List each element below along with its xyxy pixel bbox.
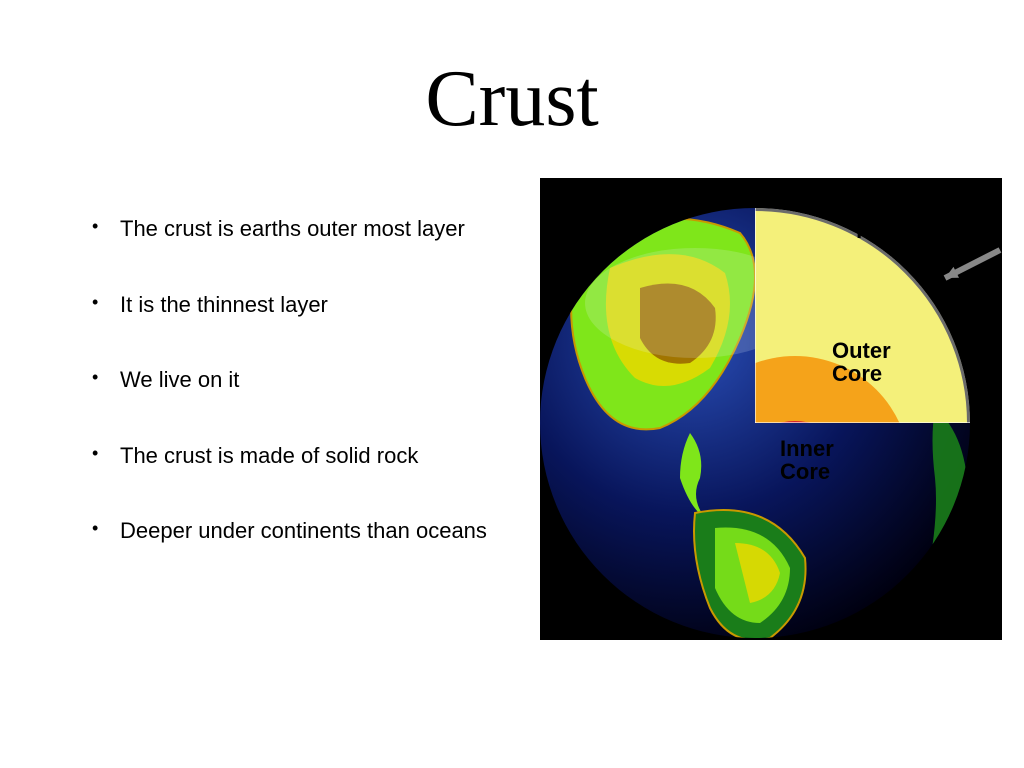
diagram-label: InnerCore <box>780 436 834 484</box>
bullet-list: The crust is earths outer most layer It … <box>92 215 507 593</box>
bullet-item: We live on it <box>92 366 507 394</box>
diagram-label: Mantle <box>856 217 932 244</box>
bullet-item: Deeper under continents than oceans <box>92 517 507 545</box>
bullet-item: The crust is earths outer most layer <box>92 215 507 243</box>
svg-text:InnerCore: InnerCore <box>780 436 834 484</box>
earth-layers-diagram: MantleOuterCoreInnerCore <box>540 178 1002 640</box>
earth-layers-svg: MantleOuterCoreInnerCore <box>540 178 1002 640</box>
slide: Crust The crust is earths outer most lay… <box>0 0 1024 768</box>
bullet-item: It is the thinnest layer <box>92 291 507 319</box>
slide-title: Crust <box>0 54 1024 145</box>
svg-text:Mantle: Mantle <box>856 217 932 244</box>
bullet-item: The crust is made of solid rock <box>92 442 507 470</box>
